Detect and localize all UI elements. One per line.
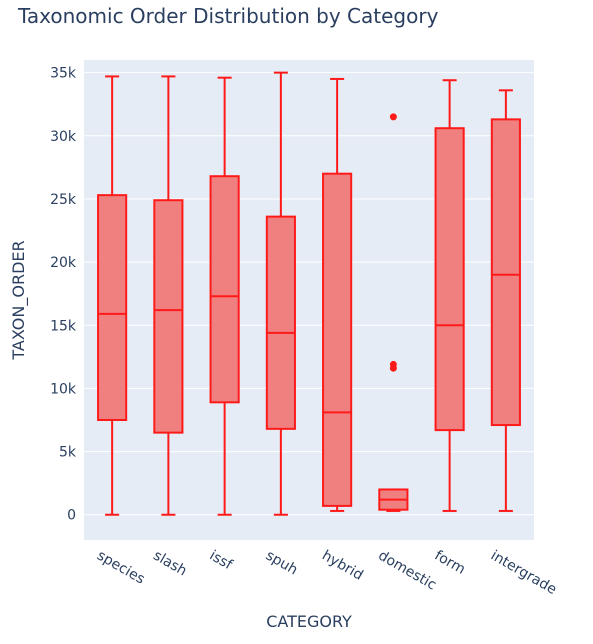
- box-domestic: [378, 113, 409, 512]
- plot-area: [84, 60, 534, 540]
- chart-title: Taxonomic Order Distribution by Category: [17, 4, 439, 28]
- y-tick-label: 15k: [50, 318, 77, 334]
- box-slash: [153, 75, 184, 516]
- outlier-point: [389, 360, 397, 368]
- y-tick-label: 5k: [59, 445, 77, 461]
- iqr-box: [322, 172, 353, 507]
- x-tick-label: issf: [207, 548, 236, 574]
- x-axis-title: CATEGORY: [266, 612, 352, 631]
- outlier-point: [389, 113, 397, 121]
- y-tick-label: 35k: [50, 66, 77, 82]
- iqr-box: [97, 194, 128, 421]
- y-tick-label: 10k: [50, 381, 77, 397]
- x-tick-label: form: [432, 548, 468, 578]
- y-tick-labels: 0 5k 10k 15k 20k 25k 30k 35k: [50, 66, 77, 524]
- x-tick-label: species: [94, 548, 147, 588]
- boxes: [97, 71, 521, 516]
- y-tick-label: 20k: [50, 255, 77, 271]
- y-tick-label: 30k: [50, 129, 77, 145]
- iqr-box: [153, 199, 184, 434]
- box-hybrid: [322, 77, 353, 512]
- x-tick-label: slash: [150, 548, 189, 580]
- box-species: [97, 75, 128, 516]
- x-tick-label: domestic: [375, 548, 438, 594]
- box-form: [434, 79, 465, 512]
- y-axis-title: TAXON_ORDER: [9, 240, 29, 360]
- y-tick-label: 25k: [50, 192, 77, 208]
- iqr-box: [490, 118, 521, 427]
- iqr-box: [265, 215, 296, 430]
- iqr-box: [434, 127, 465, 432]
- iqr-box: [209, 175, 240, 404]
- x-tick-label: intergrade: [488, 548, 559, 598]
- box-intergrade: [490, 89, 521, 512]
- x-tick-label: hybrid: [319, 548, 366, 584]
- x-tick-label: spuh: [263, 548, 300, 579]
- box-issf: [209, 76, 240, 516]
- y-tick-label: 0: [67, 508, 76, 524]
- box-spuh: [265, 71, 296, 516]
